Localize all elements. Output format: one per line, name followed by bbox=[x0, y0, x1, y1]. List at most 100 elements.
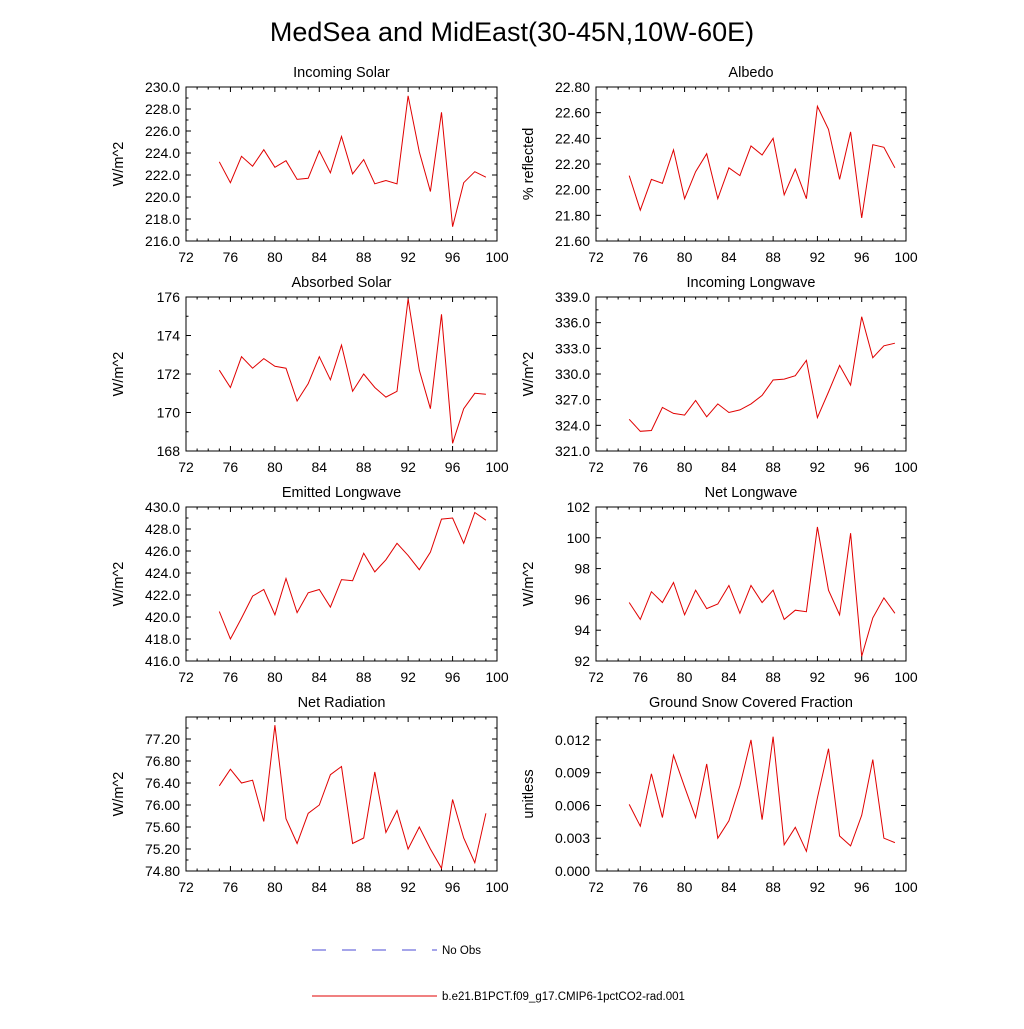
y-tick-label: 0.003 bbox=[555, 830, 590, 846]
x-tick-label: 72 bbox=[588, 249, 604, 265]
series-line bbox=[218, 298, 486, 444]
x-tick-label: 92 bbox=[810, 249, 826, 265]
series-line bbox=[218, 725, 487, 870]
panel-emitted-longwave: Emitted Longwave W/m^2 72 76 80 84 88 92 96 100 41… bbox=[111, 485, 509, 685]
x-tick-label: 100 bbox=[485, 459, 509, 475]
y-tick-label: 333.0 bbox=[555, 340, 590, 356]
y-tick-label: 224.0 bbox=[145, 145, 180, 161]
y-tick-label: 336.0 bbox=[555, 315, 590, 331]
y-tick-label: 220.0 bbox=[145, 189, 180, 205]
x-tick-label: 72 bbox=[178, 669, 194, 685]
y-tick-label: 77.20 bbox=[145, 731, 180, 747]
y-tick-label: 22.80 bbox=[555, 79, 590, 95]
plot-frame bbox=[185, 506, 498, 662]
x-tick-label: 92 bbox=[400, 669, 416, 685]
y-axis-label: W/m^2 bbox=[521, 352, 537, 397]
x-tick-label: 100 bbox=[894, 249, 918, 265]
y-tick-label: 74.80 bbox=[145, 863, 180, 879]
x-tick-label: 76 bbox=[632, 669, 648, 685]
x-tick-label: 88 bbox=[356, 459, 372, 475]
y-tick-label: 21.60 bbox=[555, 233, 590, 249]
x-tick-label: 100 bbox=[485, 669, 509, 685]
x-tick-label: 72 bbox=[178, 249, 194, 265]
x-tick-label: 76 bbox=[632, 249, 648, 265]
y-tick-label: 172 bbox=[157, 366, 181, 382]
y-axis-label: W/m^2 bbox=[111, 562, 127, 607]
x-tick-label: 96 bbox=[445, 459, 461, 475]
y-tick-label: 324.0 bbox=[555, 417, 590, 433]
panel-albedo: Albedo % reflected 72 76 80 84 88 92 96 100 21.60 2… bbox=[521, 65, 918, 265]
series-line bbox=[218, 95, 487, 227]
x-tick-label: 92 bbox=[400, 879, 416, 895]
y-tick-label: 230.0 bbox=[145, 79, 180, 95]
x-tick-label: 84 bbox=[311, 879, 327, 895]
legend: No Obs b.e21.B1PCT.f09_g17.CMIP6-1pctCO2… bbox=[312, 945, 685, 1003]
y-tick-label: 226.0 bbox=[145, 123, 180, 139]
panel-title: Incoming Solar bbox=[293, 65, 390, 81]
y-axis-label: unitless bbox=[521, 769, 537, 818]
x-tick-label: 76 bbox=[632, 879, 648, 895]
y-tick-label: 174 bbox=[157, 328, 181, 344]
x-tick-label: 76 bbox=[223, 459, 239, 475]
y-tick-label: 430.0 bbox=[145, 499, 180, 515]
plot-frame bbox=[185, 296, 498, 452]
plot-frame bbox=[185, 86, 498, 242]
y-tick-label: 76.40 bbox=[145, 775, 180, 791]
panel-title: Absorbed Solar bbox=[292, 275, 392, 291]
y-tick-label: 100 bbox=[567, 530, 591, 546]
panels-container: Incoming Solar W/m^2 72 76 80 84 88 92 96 100 216.… bbox=[111, 65, 918, 895]
y-tick-label: 22.60 bbox=[555, 105, 590, 121]
panel-net-radiation: Net Radiation W/m^2 72 76 80 84 88 92 96 100 74.80… bbox=[111, 695, 509, 895]
y-tick-label: 321.0 bbox=[555, 443, 590, 459]
x-tick-label: 88 bbox=[765, 249, 781, 265]
x-tick-label: 80 bbox=[677, 459, 693, 475]
x-tick-label: 100 bbox=[894, 879, 918, 895]
x-tick-label: 96 bbox=[854, 669, 870, 685]
y-tick-label: 0.000 bbox=[555, 863, 590, 879]
y-tick-label: 228.0 bbox=[145, 101, 180, 117]
y-tick-label: 0.006 bbox=[555, 797, 590, 813]
x-tick-label: 92 bbox=[400, 459, 416, 475]
y-tick-label: 418.0 bbox=[145, 631, 180, 647]
y-tick-label: 218.0 bbox=[145, 211, 180, 227]
x-tick-label: 84 bbox=[721, 459, 737, 475]
legend-label-no-obs: No Obs bbox=[442, 945, 481, 957]
panel-absorbed-solar: Absorbed Solar W/m^2 72 76 80 84 88 92 96 100 168 1… bbox=[111, 275, 509, 475]
x-tick-label: 72 bbox=[178, 459, 194, 475]
y-tick-label: 94 bbox=[574, 622, 590, 638]
y-tick-label: 22.00 bbox=[555, 182, 590, 198]
y-tick-label: 75.20 bbox=[145, 841, 180, 857]
y-tick-label: 21.80 bbox=[555, 207, 590, 223]
x-tick-label: 96 bbox=[854, 459, 870, 475]
y-tick-label: 92 bbox=[574, 653, 590, 669]
x-tick-label: 96 bbox=[445, 249, 461, 265]
y-tick-label: 22.20 bbox=[555, 156, 590, 172]
y-tick-label: 168 bbox=[157, 443, 181, 459]
x-tick-label: 88 bbox=[765, 459, 781, 475]
x-tick-label: 96 bbox=[854, 249, 870, 265]
y-tick-label: 420.0 bbox=[145, 609, 180, 625]
x-tick-label: 72 bbox=[588, 879, 604, 895]
plot-frame bbox=[185, 716, 498, 872]
y-axis-label: W/m^2 bbox=[111, 772, 127, 817]
x-tick-label: 84 bbox=[311, 249, 327, 265]
x-tick-label: 76 bbox=[223, 669, 239, 685]
x-tick-label: 88 bbox=[765, 879, 781, 895]
x-tick-label: 80 bbox=[267, 249, 283, 265]
x-tick-label: 72 bbox=[178, 879, 194, 895]
x-tick-label: 96 bbox=[854, 879, 870, 895]
panel-net-longwave: Net Longwave W/m^2 72 76 80 84 88 92 96 100 92 94 96… bbox=[521, 485, 918, 685]
x-tick-label: 84 bbox=[311, 669, 327, 685]
y-tick-label: 76.80 bbox=[145, 753, 180, 769]
x-tick-label: 100 bbox=[485, 249, 509, 265]
panel-title: Incoming Longwave bbox=[687, 275, 816, 291]
x-tick-label: 72 bbox=[588, 459, 604, 475]
x-tick-label: 96 bbox=[445, 879, 461, 895]
y-tick-label: 0.009 bbox=[555, 765, 590, 781]
x-tick-label: 100 bbox=[485, 879, 509, 895]
y-tick-label: 0.012 bbox=[555, 732, 590, 748]
plot-frame bbox=[595, 506, 907, 662]
x-tick-label: 88 bbox=[356, 249, 372, 265]
x-tick-label: 88 bbox=[765, 669, 781, 685]
